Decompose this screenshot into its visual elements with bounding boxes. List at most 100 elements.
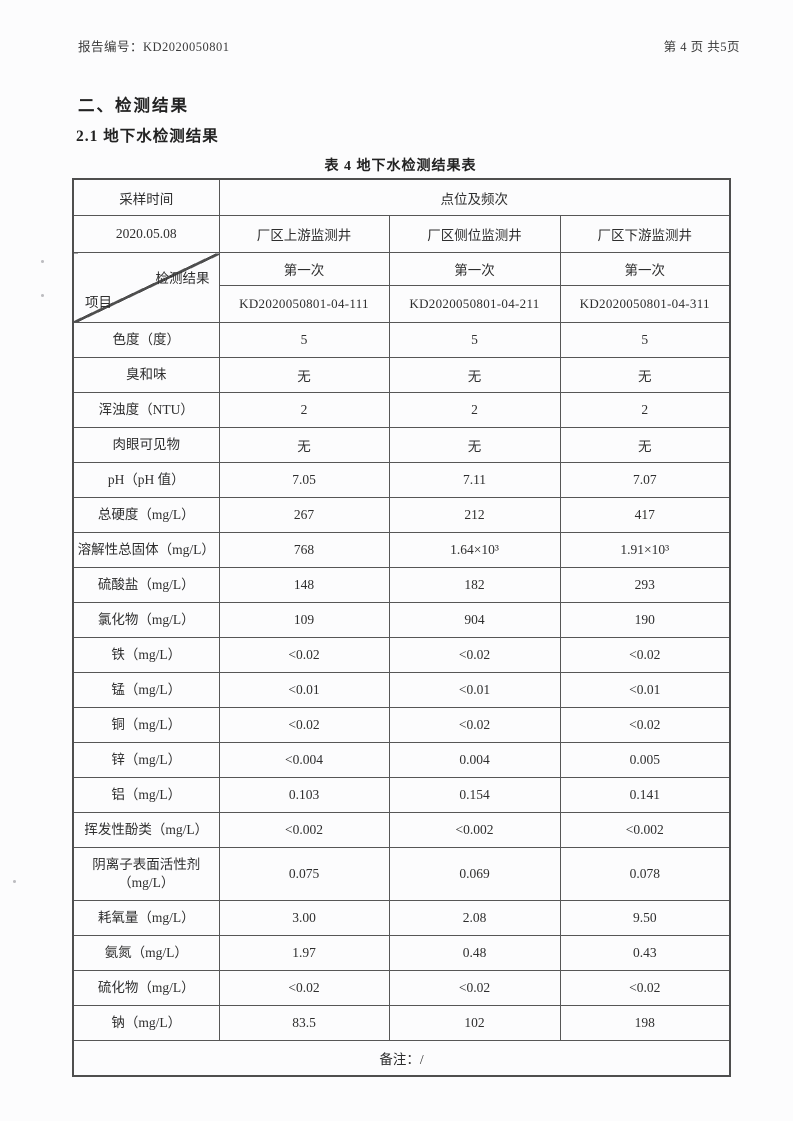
parameter-value: 2 — [559, 392, 731, 428]
table-row: 氯化物（mg/L） 109 904 190 — [72, 602, 731, 638]
parameter-label: 肉眼可见物 — [72, 427, 220, 463]
parameter-label: 挥发性酚类（mg/L） — [72, 812, 220, 848]
parameter-value: 7.05 — [218, 462, 390, 498]
parameter-value: 1.64×10³ — [388, 532, 561, 568]
parameter-label: 色度（度） — [72, 322, 220, 358]
parameter-value: 1.97 — [218, 935, 390, 971]
parameter-label: 铝（mg/L） — [72, 777, 220, 813]
parameter-value: 0.078 — [559, 847, 731, 901]
parameter-value: 0.069 — [388, 847, 561, 901]
parameter-value: 417 — [559, 497, 731, 533]
parameter-value: 148 — [218, 567, 390, 603]
scan-speck — [41, 260, 44, 263]
parameter-value: 5 — [218, 322, 390, 358]
parameter-value: 293 — [559, 567, 731, 603]
table-row: 氨氮（mg/L） 1.97 0.48 0.43 — [72, 935, 731, 971]
page-header: 报告编号：KD2020050801 第 4 页 共5页 — [78, 36, 740, 55]
parameter-value: 5 — [559, 322, 731, 358]
parameter-label: 钠（mg/L） — [72, 1005, 220, 1041]
parameter-value: 0.075 — [218, 847, 390, 901]
frequency-2: 第一次 — [388, 252, 561, 286]
parameter-value: <0.01 — [559, 672, 731, 708]
sample-id-3: KD2020050801-04-311 — [559, 285, 731, 323]
page-number: 第 4 页 共5页 — [663, 40, 740, 54]
table-row: 锌（mg/L） <0.004 0.004 0.005 — [72, 742, 731, 778]
table-row: 锰（mg/L） <0.01 <0.01 <0.01 — [72, 672, 731, 708]
parameter-value: 0.154 — [388, 777, 561, 813]
parameter-value: 无 — [559, 357, 731, 393]
table-row: 硫酸盐（mg/L） 148 182 293 — [72, 567, 731, 603]
parameter-value: 0.004 — [388, 742, 561, 778]
parameter-value: <0.02 — [559, 707, 731, 743]
parameter-value: <0.01 — [218, 672, 390, 708]
parameter-value: 2 — [388, 392, 561, 428]
parameter-label: 阴离子表面活性剂 （mg/L） — [72, 847, 220, 901]
parameter-value: <0.02 — [218, 637, 390, 673]
parameter-value: <0.01 — [388, 672, 561, 708]
parameter-value: 267 — [218, 497, 390, 533]
parameter-label: 氯化物（mg/L） — [72, 602, 220, 638]
parameter-value: <0.02 — [388, 637, 561, 673]
parameter-label: 硫酸盐（mg/L） — [72, 567, 220, 603]
table-row: 挥发性酚类（mg/L） <0.002 <0.002 <0.002 — [72, 812, 731, 848]
parameter-label: 硫化物（mg/L） — [72, 970, 220, 1006]
parameter-label: 锰（mg/L） — [72, 672, 220, 708]
parameter-label: 浑浊度（NTU） — [72, 392, 220, 428]
parameter-value: <0.02 — [388, 707, 561, 743]
parameter-label: 锌（mg/L） — [72, 742, 220, 778]
parameter-value: 0.141 — [559, 777, 731, 813]
table-row: 耗氧量（mg/L） 3.00 2.08 9.50 — [72, 900, 731, 936]
parameter-value: 1.91×10³ — [559, 532, 731, 568]
parameter-value: <0.02 — [218, 970, 390, 1006]
parameter-value: 5 — [388, 322, 561, 358]
frequency-1: 第一次 — [218, 252, 390, 286]
table-row: 总硬度（mg/L） 267 212 417 — [72, 497, 731, 533]
parameter-value: 3.00 — [218, 900, 390, 936]
parameter-value: 无 — [388, 427, 561, 463]
sampling-time-label: 采样时间 — [72, 178, 220, 216]
parameter-label: 铁（mg/L） — [72, 637, 220, 673]
parameter-label: pH（pH 值） — [72, 462, 220, 498]
results-table-body: 色度（度） 5 5 5 臭和味无无无浑浊度（NTU） 2 2 2 肉眼可见物无无无 pH（pH 值… — [72, 322, 731, 1041]
parameter-value: <0.02 — [218, 707, 390, 743]
header-row-frequency: 检测结果 项目 第一次 第一次 第一次 — [72, 252, 731, 323]
parameter-value: 0.48 — [388, 935, 561, 971]
parameter-value: 2 — [218, 392, 390, 428]
parameter-value: 904 — [388, 602, 561, 638]
sample-id-2: KD2020050801-04-211 — [388, 285, 561, 323]
table-title: 表 4 地下水检测结果表 — [324, 159, 477, 174]
note-cell: 备注：/ — [72, 1040, 731, 1077]
diagonal-bottom-label: 项目 — [85, 295, 112, 310]
table-row: 铜（mg/L） <0.02 <0.02 <0.02 — [72, 707, 731, 743]
parameter-label: 溶解性总固体（mg/L） — [72, 532, 220, 568]
table-row: 浑浊度（NTU） 2 2 2 — [72, 392, 731, 428]
header-row-wells: 2020.05.08 厂区上游监测井 厂区侧位监测井 厂区下游监测井 — [72, 215, 731, 253]
parameter-label: 铜（mg/L） — [72, 707, 220, 743]
parameter-value: 无 — [218, 357, 390, 393]
parameter-value: 768 — [218, 532, 390, 568]
parameter-value: 182 — [388, 567, 561, 603]
section-title: 二、检测结果 — [78, 96, 189, 115]
parameter-value: 198 — [559, 1005, 731, 1041]
parameter-value: 无 — [218, 427, 390, 463]
parameter-value: <0.02 — [388, 970, 561, 1006]
header-row-time: 采样时间 点位及频次 — [72, 178, 731, 216]
parameter-value: 9.50 — [559, 900, 731, 936]
note-row: 备注：/ — [72, 1040, 731, 1077]
well-upstream: 厂区上游监测井 — [218, 215, 390, 253]
parameter-label: 臭和味 — [72, 357, 220, 393]
parameter-value: 102 — [388, 1005, 561, 1041]
sampling-date: 2020.05.08 — [72, 215, 220, 253]
parameter-value: <0.004 — [218, 742, 390, 778]
parameter-value: 7.11 — [388, 462, 561, 498]
parameter-value: 83.5 — [218, 1005, 390, 1041]
parameter-value: <0.02 — [559, 970, 731, 1006]
parameter-value: 0.43 — [559, 935, 731, 971]
well-downstream: 厂区下游监测井 — [559, 215, 731, 253]
report-number: 报告编号：KD2020050801 — [78, 40, 230, 54]
table-row: 钠（mg/L） 83.5 102 198 — [72, 1005, 731, 1041]
parameter-value: <0.02 — [559, 637, 731, 673]
table-row: 铝（mg/L） 0.103 0.154 0.141 — [72, 777, 731, 813]
table-row: 硫化物（mg/L） <0.02 <0.02 <0.02 — [72, 970, 731, 1006]
